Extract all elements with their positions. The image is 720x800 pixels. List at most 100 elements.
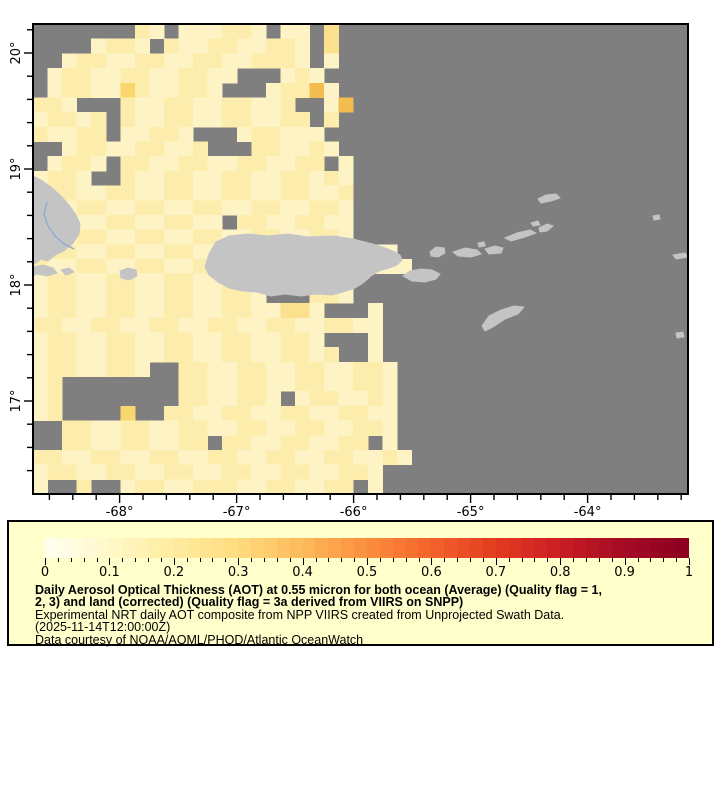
colorbar-minor-tick	[251, 558, 253, 562]
aot-cell	[309, 435, 325, 451]
aot-cell	[149, 82, 165, 98]
aot-cell	[324, 214, 340, 231]
colorbar-minor-tick	[586, 558, 587, 562]
aot-cell	[236, 435, 252, 451]
aot-cell	[134, 244, 150, 260]
colorbar-segment	[173, 538, 187, 558]
aot-cell	[62, 303, 78, 319]
aot-cell	[236, 38, 252, 54]
aot-cell	[178, 82, 194, 98]
hispaniola-river-line	[43, 201, 75, 250]
island-culebra	[429, 246, 446, 258]
aot-cell	[149, 112, 165, 128]
aot-cell	[382, 376, 398, 392]
aot-cell	[105, 229, 121, 245]
aot-cell	[193, 53, 209, 69]
island-mona-island	[119, 267, 138, 281]
aot-cell	[382, 391, 398, 407]
colorbar-minor-tick	[315, 558, 317, 562]
aot-cell	[338, 479, 354, 495]
colorbar-minor-tick	[264, 558, 265, 562]
aot-cell	[236, 200, 252, 216]
aot-cell	[149, 259, 165, 275]
aot-cell	[178, 244, 194, 260]
aot-cell	[265, 391, 281, 407]
aot-cell	[91, 156, 107, 172]
aot-cell	[193, 24, 209, 40]
aot-cell	[309, 170, 325, 187]
aot-cell	[149, 24, 165, 40]
aot-cell	[280, 214, 296, 231]
aot-cell	[62, 126, 78, 142]
aot-cell	[120, 156, 136, 172]
aot-cell	[193, 405, 209, 422]
colorbar-minor-tick	[457, 558, 459, 562]
aot-cell	[280, 464, 296, 480]
aot-cell	[134, 82, 150, 98]
colorbar-minor-tick	[405, 558, 407, 562]
aot-cell	[149, 68, 165, 84]
aot-cell	[193, 391, 209, 407]
colorbar-major-tick	[560, 558, 562, 565]
colorbar-tick-label: 1	[684, 565, 694, 580]
aot-cell	[76, 332, 92, 348]
aot-cell	[164, 97, 180, 113]
aot-cell	[134, 303, 150, 319]
aot-cell	[251, 391, 267, 407]
aot-cell	[295, 449, 311, 466]
aot-cell	[193, 464, 209, 480]
aot-cell	[265, 332, 281, 348]
aot-cell	[222, 391, 238, 407]
aot-cell	[251, 317, 267, 333]
aot-cell	[120, 347, 136, 363]
aot-cell	[164, 53, 180, 69]
aot-cell	[207, 200, 223, 216]
aot-cell	[134, 185, 150, 201]
colorbar-segment	[354, 538, 367, 558]
island-small-cay	[477, 241, 486, 248]
island-st-croix	[481, 305, 526, 332]
island-hispaniola-coast	[32, 175, 81, 265]
colorbar-segment	[482, 538, 496, 558]
aot-cell	[236, 347, 252, 363]
aot-cell	[47, 112, 63, 128]
aot-cell	[178, 200, 194, 216]
aot-cell	[295, 200, 311, 216]
aot-cell	[295, 391, 311, 407]
aot-cell	[47, 464, 63, 480]
aot-cell	[149, 229, 165, 245]
aot-cell	[280, 317, 296, 333]
aot-cell	[280, 53, 296, 69]
aot-cell	[324, 347, 340, 363]
aot-cell	[222, 449, 238, 466]
aot-cell	[367, 376, 383, 392]
aot-cell	[164, 449, 180, 466]
colorbar-tick-label: 0.7	[485, 565, 507, 580]
aot-cell	[280, 112, 296, 128]
colorbar-tick-label: 0.5	[356, 565, 378, 580]
colorbar-minor-tick	[663, 558, 665, 562]
colorbar-minor-tick	[122, 558, 124, 562]
aot-cell	[33, 332, 49, 348]
aot-cell	[309, 391, 325, 407]
aot-cell	[62, 185, 78, 201]
aot-cell	[309, 200, 325, 216]
aot-cell	[251, 156, 267, 172]
aot-cell	[295, 420, 311, 436]
aot-cell	[353, 317, 369, 333]
aot-cell	[382, 405, 398, 422]
colorbar-segment	[160, 538, 174, 558]
aot-cell	[178, 141, 194, 157]
aot-cell	[207, 112, 223, 128]
aot-cell	[134, 361, 150, 377]
aot-cell	[280, 126, 296, 142]
aot-cell	[149, 449, 165, 466]
island-anegada	[537, 193, 561, 204]
aot-cell	[193, 244, 209, 260]
aot-cell	[222, 97, 238, 113]
aot-cell	[309, 156, 325, 172]
colorbar-segment	[508, 538, 522, 558]
aot-cell	[76, 259, 92, 275]
aot-cell	[222, 347, 238, 363]
aot-cell	[280, 479, 296, 495]
